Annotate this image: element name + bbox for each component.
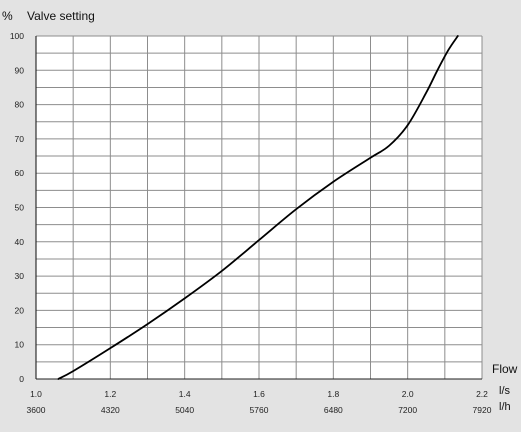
x-tick-label-primary: 1.8: [327, 389, 339, 399]
y-tick-label: 60: [15, 168, 25, 178]
tick-layer: 0 10 20 30 40 50 60 70 80 90 100 1.0 1.2 1.4 1.6 1.8 2.0…: [10, 31, 492, 415]
x-tick-label-secondary: 4320: [101, 405, 120, 415]
y-tick-label: 80: [15, 100, 25, 110]
x-unit-primary-label: l/s: [499, 385, 511, 397]
x-tick-label-secondary: 7200: [398, 405, 417, 415]
label-layer: % Valve setting Flow l/s l/h: [2, 9, 518, 413]
x-tick-label-primary: 1.6: [253, 389, 265, 399]
y-tick-label: 30: [15, 271, 25, 281]
x-tick-label-primary: 2.0: [402, 389, 414, 399]
y-tick-label: 40: [15, 237, 25, 247]
x-axis-label: Flow: [492, 362, 518, 376]
x-tick-label-secondary: 5760: [250, 405, 269, 415]
x-tick-label-primary: 1.0: [30, 389, 42, 399]
grid-layer: [35, 35, 483, 380]
y-tick-label: 70: [15, 134, 25, 144]
y-axis-label: Valve setting: [27, 9, 95, 23]
x-tick-label-primary: 1.4: [179, 389, 191, 399]
x-tick-label-secondary: 3600: [27, 405, 46, 415]
x-tick-label-secondary: 6480: [324, 405, 343, 415]
y-tick-label: 0: [19, 374, 24, 384]
y-tick-label: 90: [15, 65, 25, 75]
y-tick-label: 50: [15, 203, 25, 213]
series-layer: [57, 35, 459, 380]
y-tick-label: 10: [15, 340, 25, 350]
x-unit-secondary-label: l/h: [499, 401, 511, 413]
y-unit-label: %: [2, 9, 13, 23]
x-tick-label-primary: 1.2: [104, 389, 116, 399]
x-tick-label-secondary: 7920: [473, 405, 492, 415]
y-tick-label: 100: [10, 31, 24, 41]
y-tick-label: 20: [15, 305, 25, 315]
axis-layer: [35, 36, 482, 380]
x-tick-label-primary: 2.2: [476, 389, 488, 399]
valve-setting-series-line: [57, 35, 459, 380]
x-tick-label-secondary: 5040: [175, 405, 194, 415]
